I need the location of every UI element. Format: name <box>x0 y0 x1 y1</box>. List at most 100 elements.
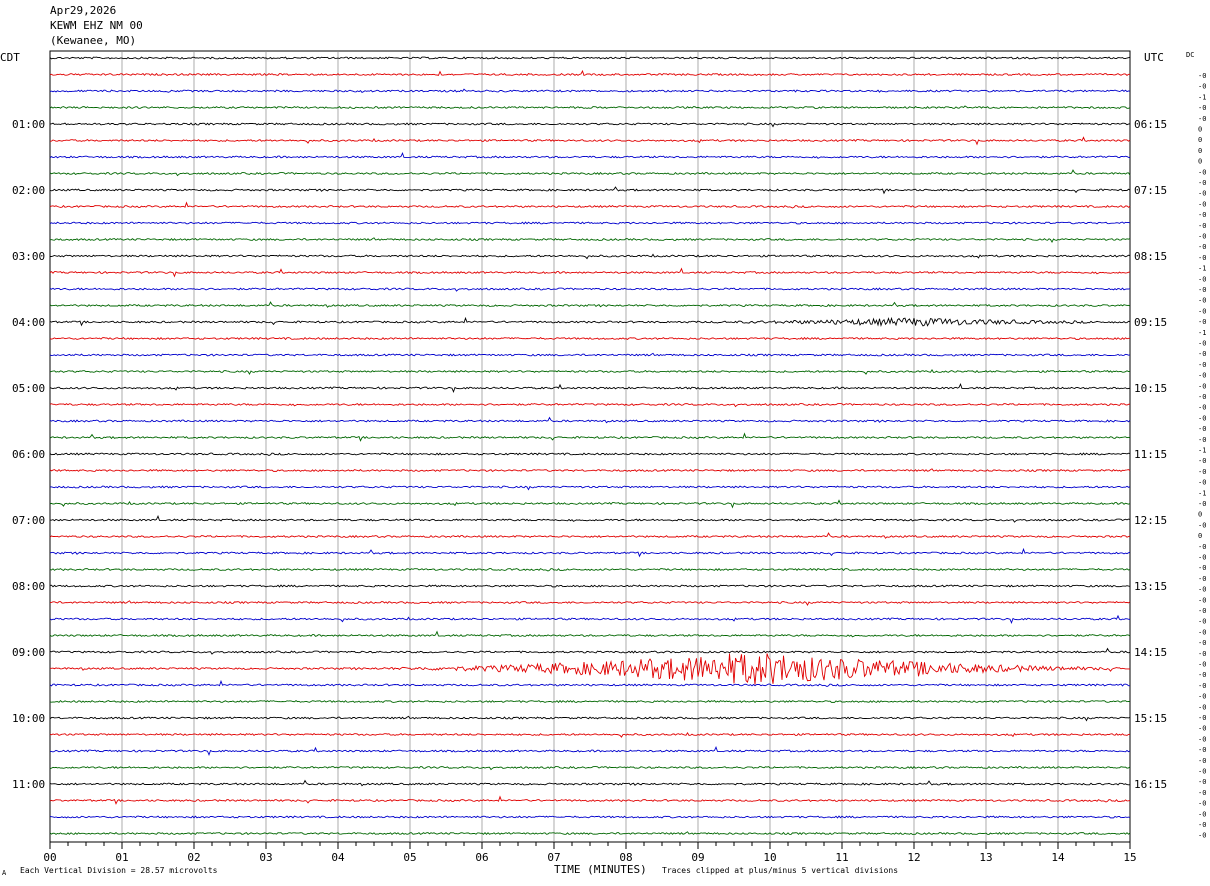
dc-offset: -0 <box>1198 682 1206 690</box>
utc-time-label: 06:15 <box>1134 118 1167 131</box>
dc-offset: -0 <box>1198 436 1206 444</box>
x-tick-label: 09 <box>691 851 704 864</box>
utc-time-labels: 06:15 07:15 08:15 09:15 10:15 11:15 12:15 13:15… <box>1134 51 1167 791</box>
dc-offset: -0 <box>1198 800 1206 808</box>
cdt-time-label: 09:00 <box>12 646 45 659</box>
x-tick-label: 11 <box>835 851 848 864</box>
cdt-time-label: 05:00 <box>12 382 45 395</box>
dc-offset: -1 <box>1198 329 1206 337</box>
dc-offset: 0 <box>1198 126 1202 134</box>
dc-offset: -0 <box>1198 340 1206 348</box>
trace-line <box>50 653 1131 685</box>
trace-line <box>49 316 1131 328</box>
dc-offset: -0 <box>1198 500 1206 508</box>
cdt-time-label: 06:00 <box>12 448 45 461</box>
trace-line <box>49 567 1131 572</box>
dc-offset: -0 <box>1198 586 1206 594</box>
trace-line <box>49 221 1131 225</box>
x-tick-label: 00 <box>43 851 56 864</box>
dc-offset: -0 <box>1198 382 1206 390</box>
dc-offset: -0 <box>1198 211 1206 219</box>
dc-offset: -0 <box>1198 83 1206 91</box>
x-tick-label: 07 <box>547 851 560 864</box>
utc-time-label: 10:15 <box>1134 382 1167 395</box>
footer-corner-mark: A <box>2 869 7 877</box>
trace-line <box>49 468 1131 473</box>
trace-line <box>49 746 1131 757</box>
dc-offset: -0 <box>1198 468 1206 476</box>
dc-offset: -0 <box>1198 168 1206 176</box>
dc-offset: -0 <box>1198 243 1206 251</box>
dc-offset: -0 <box>1198 714 1206 722</box>
trace-line <box>49 795 1131 805</box>
dc-offset: -0 <box>1198 618 1206 626</box>
dc-offset: -0 <box>1198 190 1206 198</box>
dc-offset: -0 <box>1198 521 1206 529</box>
dc-offset: -0 <box>1198 393 1206 401</box>
x-tick-label: 02 <box>187 851 200 864</box>
dc-offset: -0 <box>1198 307 1206 315</box>
trace-line <box>49 201 1131 209</box>
dc-offset: -0 <box>1198 554 1206 562</box>
dc-offset: 0 <box>1198 136 1202 144</box>
dc-offset: -0 <box>1198 564 1206 572</box>
dc-offset: -0 <box>1198 543 1206 551</box>
trace-line <box>49 432 1131 442</box>
dc-offset: -0 <box>1198 575 1206 583</box>
x-tick-label: 01 <box>115 851 128 864</box>
dc-offset: -1 <box>1198 93 1206 101</box>
trace-line <box>49 679 1131 688</box>
dc-offset: 0 <box>1198 532 1202 540</box>
dc-offset: 0 <box>1198 147 1202 155</box>
trace-line <box>49 547 1131 558</box>
dc-offset: 0 <box>1198 158 1202 166</box>
trace-line <box>49 152 1131 159</box>
dc-offset: -0 <box>1198 414 1206 422</box>
trace-line <box>49 699 1131 704</box>
dc-offset: -0 <box>1198 115 1206 123</box>
header-location: (Kewanee, MO) <box>50 34 137 47</box>
dc-offset: -0 <box>1198 693 1206 701</box>
dc-offset: -0 <box>1198 179 1206 187</box>
trace-line <box>49 105 1131 110</box>
trace-line <box>49 402 1131 408</box>
footer-clip: Traces clipped at plus/minus 5 vertical … <box>662 866 899 875</box>
trace-line <box>49 301 1131 308</box>
dc-offset: -0 <box>1198 479 1206 487</box>
footer-division: Each Vertical Division = 28.57 microvolt… <box>20 866 218 875</box>
dc-offset: -0 <box>1198 639 1206 647</box>
trace-line <box>49 416 1131 424</box>
dc-offset: -0 <box>1198 404 1206 412</box>
dc-offset: -0 <box>1198 832 1206 840</box>
trace-line <box>49 515 1131 523</box>
dc-offset: -0 <box>1198 735 1206 743</box>
dc-offset: -0 <box>1198 222 1206 230</box>
trace-line <box>50 253 1131 260</box>
dc-offset: -0 <box>1198 757 1206 765</box>
utc-time-label: 12:15 <box>1134 514 1167 527</box>
trace-line <box>49 352 1131 357</box>
dc-offset: -0 <box>1198 350 1206 358</box>
dc-offset: -0 <box>1198 671 1206 679</box>
dc-offset: -0 <box>1198 810 1206 818</box>
dc-offset: -0 <box>1198 425 1206 433</box>
cdt-time-labels: 01:00 02:00 03:00 04:00 05:00 06:00 07:00 08:00… <box>12 118 45 791</box>
trace-line <box>49 336 1130 341</box>
trace-line <box>49 267 1131 278</box>
dc-offset: -0 <box>1198 768 1206 776</box>
trace-line <box>49 732 1131 738</box>
x-tick-label: 14 <box>1051 851 1065 864</box>
cdt-time-label: 11:00 <box>12 778 45 791</box>
x-axis-ticks: 00 01 02 03 04 05 06 07 08 09 10 11 12 13 14 15 <box>43 842 1137 864</box>
dc-offset: -0 <box>1198 286 1206 294</box>
dc-offset: 0 <box>1198 511 1202 519</box>
trace-line <box>49 765 1131 771</box>
cdt-time-label: 03:00 <box>12 250 45 263</box>
trace-line <box>49 485 1131 491</box>
trace-line <box>49 452 1131 457</box>
utc-time-label: 14:15 <box>1134 646 1167 659</box>
dc-offset: -0 <box>1198 628 1206 636</box>
trace-line <box>49 88 1131 93</box>
trace-line <box>49 647 1131 655</box>
